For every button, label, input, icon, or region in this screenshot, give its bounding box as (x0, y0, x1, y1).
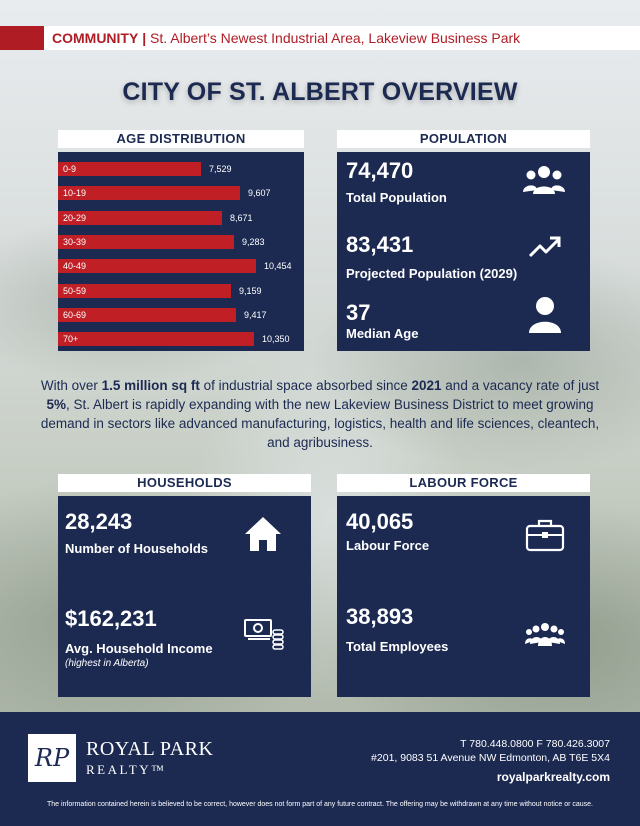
age-distribution-panel: 0-9 7,529 10-19 9,607 20-29 8,671 30-39 9,283 40… (58, 152, 304, 351)
contact-phone: T 780.448.0800 F 780.426.3007 (460, 738, 610, 750)
labour-force-value: 40,065 (346, 509, 414, 534)
age-bar: 30-39 (58, 234, 234, 249)
footer: RP ROYAL PARK REALTY™ T 780.448.0800 F 7… (0, 712, 640, 826)
age-bar: 0-9 (58, 162, 201, 176)
age-bar: 60-69 (58, 307, 236, 322)
household-income-label: Avg. Household Income (65, 641, 213, 656)
total-employees-label: Total Employees (346, 639, 449, 654)
age-bar-value-label: 10,350 (262, 334, 290, 345)
website-link[interactable]: royalparkrealty.com (496, 770, 610, 784)
population-panel: 74,470 Total Population 83,431 Projected… (337, 152, 590, 351)
disclaimer: The information contained herein is beli… (46, 801, 594, 808)
age-bar-category-label: 10-19 (63, 188, 87, 199)
age-bar-row: 10-19 9,607 (58, 186, 271, 201)
age-bar-value-label: 9,607 (248, 188, 271, 199)
overview-paragraph: With over 1.5 million sq ft of industria… (40, 376, 600, 452)
age-bar-row: 0-9 7,529 (58, 162, 232, 176)
paragraph-text: , St. Albert is rapidly expanding with t… (40, 397, 600, 450)
age-bar-category-label: 60-69 (63, 309, 87, 320)
projected-population-value: 83,431 (346, 232, 414, 257)
page-title: CITY OF ST. ALBERT OVERVIEW (122, 78, 518, 106)
total-population-value: 74,470 (346, 158, 414, 183)
age-bar-value-label: 7,529 (209, 164, 232, 174)
house-icon (245, 517, 281, 551)
labour-force-label: Labour Force (346, 538, 430, 553)
people-group-icon (523, 166, 565, 194)
brand-subname: REALTY™ (86, 762, 167, 777)
money-coins-icon (244, 619, 284, 650)
median-age-label: Median Age (346, 326, 419, 341)
population-heading: POPULATION (337, 130, 590, 148)
people-crowd-icon (525, 623, 565, 646)
age-bar-category-label: 20-29 (63, 212, 87, 223)
age-bar: 40-49 (58, 259, 256, 274)
households-count-label: Number of Households (65, 541, 209, 556)
age-bar: 10-19 (58, 186, 240, 201)
header-subtitle: St. Albert’s Newest Industrial Area, Lak… (150, 30, 521, 46)
paragraph-text: of industrial space absorbed since (199, 378, 412, 393)
age-bar-category-label: 30-39 (63, 236, 87, 247)
paragraph-highlight: 2021 (411, 378, 442, 393)
paragraph-highlight: 5% (46, 397, 66, 412)
age-bar-value-label: 9,417 (244, 309, 267, 320)
households-count-value: 28,243 (65, 509, 133, 534)
header-accent (0, 26, 44, 50)
age-bar-category-label: 70+ (63, 334, 79, 345)
age-bar-category-label: 50-59 (63, 285, 87, 296)
age-bar-value-label: 9,159 (239, 285, 262, 296)
header-bar: COMMUNITY | St. Albert’s Newest Industri… (0, 26, 640, 50)
person-icon (529, 297, 561, 333)
household-income-value: $162,231 (65, 606, 157, 631)
paragraph-text: With over (40, 378, 102, 393)
age-bar-value-label: 10,454 (264, 261, 292, 272)
age-bar: 20-29 (58, 210, 222, 225)
age-distribution-heading: AGE DISTRIBUTION (58, 130, 304, 148)
labour-force-panel: 40,065 Labour Force 38,893 Total Employe… (337, 496, 590, 697)
households-panel: 28,243 Number of Households $162,231 Avg… (58, 496, 311, 697)
households-heading: HOUSEHOLDS (58, 474, 311, 492)
paragraph-highlight: 1.5 million sq ft (101, 378, 200, 393)
age-bar-value-label: 9,283 (242, 236, 265, 247)
total-population-label: Total Population (346, 190, 447, 205)
age-bar-category-label: 40-49 (63, 261, 87, 272)
age-bar-row: 40-49 10,454 (58, 259, 292, 274)
labour-force-heading: LABOUR FORCE (337, 474, 590, 492)
trend-up-icon (529, 236, 561, 258)
age-bar-row: 60-69 9,417 (58, 307, 267, 322)
age-bar-row: 20-29 8,671 (58, 210, 253, 225)
paragraph-text: and a vacancy rate of just (441, 378, 600, 393)
total-employees-value: 38,893 (346, 604, 414, 629)
header-section: COMMUNITY (52, 30, 139, 46)
brand-name: ROYAL PARK (86, 738, 214, 760)
age-bar: 50-59 (58, 283, 231, 298)
age-bar-row: 30-39 9,283 (58, 234, 265, 249)
age-bar-value-label: 8,671 (230, 212, 253, 223)
age-bar: 70+ (58, 332, 254, 347)
median-age-value: 37 (346, 300, 371, 325)
projected-population-label: Projected Population (2029) (346, 266, 518, 281)
age-bar-row: 70+ 10,350 (58, 332, 290, 347)
household-income-note: (highest in Alberta) (65, 658, 149, 669)
age-bar-row: 50-59 9,159 (58, 283, 262, 298)
header-text: COMMUNITY | St. Albert’s Newest Industri… (44, 30, 520, 46)
header-separator: | (142, 30, 147, 46)
briefcase-icon (525, 519, 565, 552)
contact-address: #201, 9083 51 Avenue NW Edmonton, AB T6E… (371, 752, 610, 764)
age-bar-category-label: 0-9 (63, 164, 77, 174)
company-logo: RP (28, 734, 76, 782)
